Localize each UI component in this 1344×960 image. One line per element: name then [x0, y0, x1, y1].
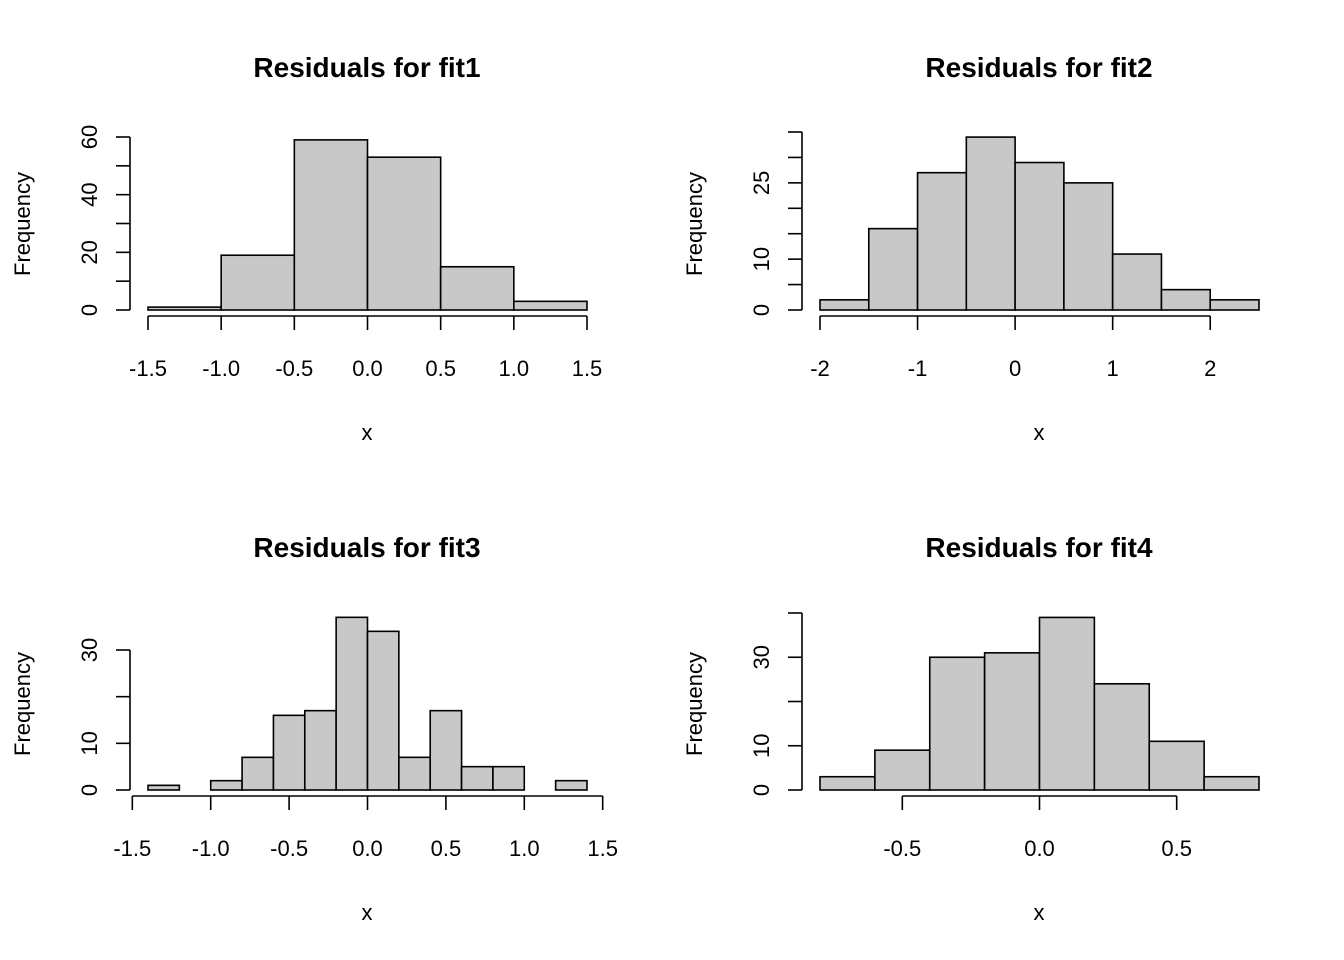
x-tick-label: 1.0 [499, 356, 530, 381]
y-tick-label: 25 [749, 171, 774, 195]
chart-title: Residuals for fit2 [925, 52, 1152, 83]
histogram-bar [513, 300, 588, 311]
y-tick-label: 10 [77, 731, 102, 755]
y-tick-label: 0 [749, 784, 774, 796]
x-tick-label: -2 [810, 356, 830, 381]
histogram-bar [819, 299, 870, 311]
x-tick-label: 1 [1107, 356, 1119, 381]
chart-title: Residuals for fit3 [253, 532, 480, 563]
histogram-bar [1038, 616, 1096, 791]
x-tick-label: -1.5 [113, 836, 151, 861]
x-tick-label: -1.0 [202, 356, 240, 381]
histogram-bar [272, 714, 306, 791]
histogram-panel-2: Residuals for fit2 -2 -1 0 1 2 x 0 10 25 Frequency [682, 52, 1260, 445]
histogram-bar [819, 775, 876, 791]
y-tick-label: 0 [77, 304, 102, 316]
histogram-bar [147, 784, 181, 791]
x-tick-label: 0.5 [431, 836, 462, 861]
histogram-bar [867, 227, 919, 311]
x-tick-label: 0.5 [425, 356, 456, 381]
histogram-bar [303, 709, 337, 791]
x-tick-label: 0.0 [352, 836, 383, 861]
x-tick-label: -0.5 [275, 356, 313, 381]
histogram-panel-1: Residuals for fit1 -1.5 -1.0 -0.5 0.0 0.5 1.0 1… [10, 52, 602, 445]
histogram-bar [366, 156, 442, 311]
y-axis-label: Frequency [10, 172, 35, 276]
histogram-bar [429, 709, 463, 791]
histogram-bar [928, 656, 986, 791]
histogram-bar [1209, 299, 1260, 311]
histogram-bar [439, 265, 515, 311]
y-tick-label: 0 [77, 784, 102, 796]
x-tick-label: -0.5 [270, 836, 308, 861]
x-tick-label: 0.0 [352, 356, 383, 381]
histogram-bar [1148, 740, 1205, 791]
histogram-bar [398, 756, 432, 791]
x-axis-label: x [362, 900, 373, 925]
histogram-bar [241, 756, 275, 791]
y-tick-label: 20 [77, 240, 102, 264]
x-tick-label: 1.0 [509, 836, 540, 861]
histogram-bar [1014, 161, 1065, 311]
x-tick-label: -0.5 [883, 836, 921, 861]
histogram-bar [209, 779, 243, 791]
x-tick-label: 0 [1009, 356, 1021, 381]
x-tick-label: -1.0 [192, 836, 230, 861]
x-tick-label: 1.5 [572, 356, 603, 381]
histogram-panel-4: Residuals for fit4 -0.5 0.0 0.5 x 0 10 30 Freque… [682, 532, 1260, 925]
x-tick-label: 2 [1204, 356, 1216, 381]
chart-title: Residuals for fit1 [253, 52, 480, 83]
y-tick-label: 10 [749, 247, 774, 271]
chart-title: Residuals for fit4 [925, 532, 1153, 563]
histogram-bar [1203, 775, 1260, 791]
histogram-bar [1063, 182, 1114, 311]
histogram-bar [983, 652, 1041, 791]
histogram-bar [1160, 288, 1212, 311]
y-tick-label: 30 [77, 638, 102, 662]
x-tick-label: -1 [908, 356, 928, 381]
y-tick-label: 10 [749, 734, 774, 758]
histogram-bar [366, 630, 400, 791]
x-axis-label: x [1034, 420, 1045, 445]
y-tick-label: 30 [749, 645, 774, 669]
histogram-bar [1093, 682, 1151, 791]
histogram-panel-3: Residuals for fit3 -1.5 -1.0 -0.5 0.0 0.5 1.0 1… [10, 532, 618, 925]
histogram-bar [293, 139, 369, 311]
histogram-bar [335, 616, 369, 791]
histogram-bar [1111, 253, 1163, 311]
y-tick-label: 40 [77, 182, 102, 206]
histogram-bar [492, 765, 526, 791]
x-tick-label: 1.5 [587, 836, 618, 861]
histogram-bar [916, 171, 968, 311]
histogram-bar [147, 306, 222, 311]
x-tick-label: 0.5 [1161, 836, 1192, 861]
x-tick-label: -1.5 [129, 356, 167, 381]
histogram-bar [220, 254, 296, 311]
x-axis-label: x [1034, 900, 1045, 925]
y-axis-label: Frequency [682, 172, 707, 276]
y-axis-label: Frequency [10, 652, 35, 756]
histogram-bar [874, 749, 931, 791]
x-tick-label: 0.0 [1024, 836, 1055, 861]
histogram-bar [965, 136, 1016, 311]
y-tick-label: 0 [749, 304, 774, 316]
histogram-bar [460, 765, 494, 791]
histogram-bar [554, 779, 588, 791]
y-axis-label: Frequency [682, 652, 707, 756]
y-tick-label: 60 [77, 125, 102, 149]
x-axis-label: x [362, 420, 373, 445]
